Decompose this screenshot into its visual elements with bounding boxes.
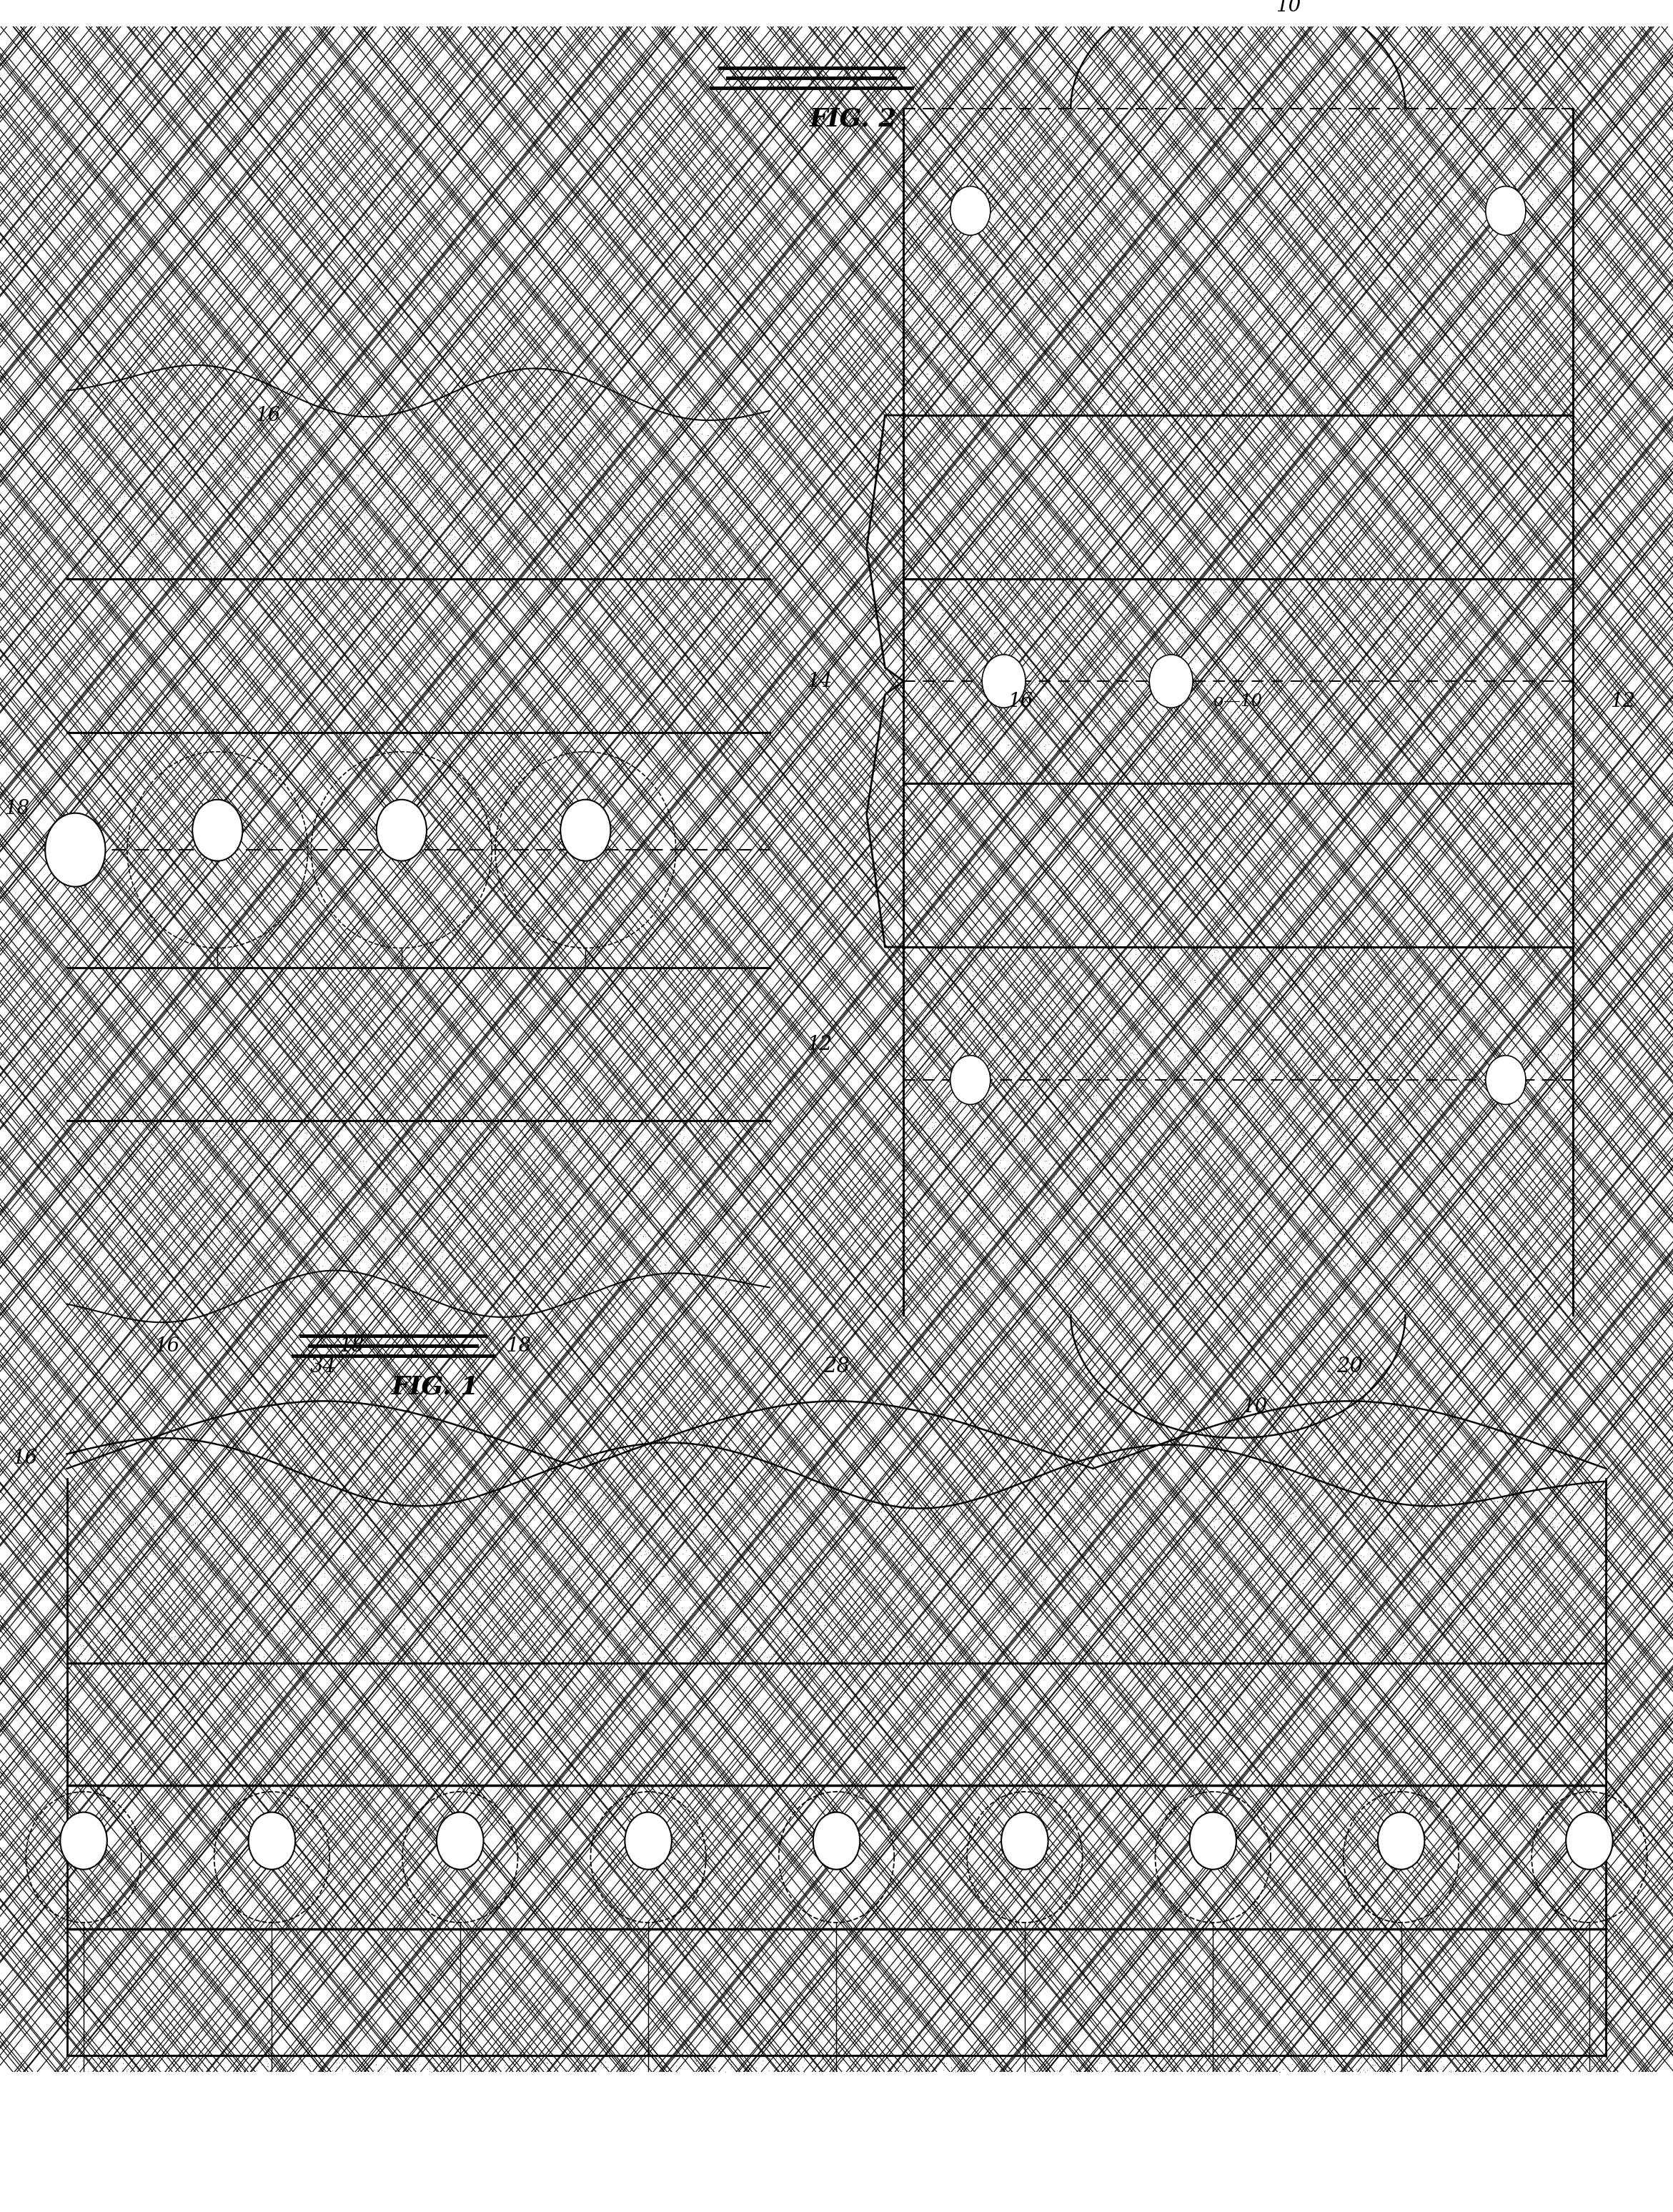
Circle shape — [1149, 655, 1193, 708]
Circle shape — [1190, 1812, 1236, 1869]
Text: o—10: o—10 — [1215, 692, 1261, 710]
Circle shape — [1566, 1812, 1613, 1869]
Text: 16: 16 — [1007, 692, 1034, 712]
Circle shape — [1486, 1055, 1526, 1104]
Circle shape — [1002, 1812, 1047, 1869]
Text: 18: 18 — [338, 1336, 365, 1356]
Text: 12: 12 — [1609, 692, 1636, 712]
Circle shape — [950, 1055, 990, 1104]
Text: 10: 10 — [1241, 1398, 1268, 1418]
Text: 18: 18 — [505, 1336, 532, 1356]
Text: 14: 14 — [806, 672, 833, 690]
Text: FIG. 2: FIG. 2 — [810, 106, 897, 131]
Text: 34: 34 — [310, 1356, 336, 1376]
Text: 28: 28 — [823, 1356, 850, 1376]
Text: 12: 12 — [806, 1035, 833, 1053]
Circle shape — [560, 799, 611, 860]
Circle shape — [982, 655, 1026, 708]
Circle shape — [626, 1812, 671, 1869]
Circle shape — [1377, 1812, 1425, 1869]
Circle shape — [813, 1812, 860, 1869]
Text: 10: 10 — [1275, 0, 1302, 15]
Circle shape — [248, 1812, 294, 1869]
Text: FIG. 1: FIG. 1 — [391, 1374, 478, 1398]
Text: 16: 16 — [154, 1336, 181, 1356]
Circle shape — [192, 799, 243, 860]
Circle shape — [45, 814, 105, 887]
Circle shape — [950, 186, 990, 234]
Circle shape — [60, 1812, 107, 1869]
Text: 18: 18 — [3, 799, 30, 818]
Text: 16: 16 — [254, 405, 281, 425]
Text: 20: 20 — [1337, 1356, 1363, 1376]
Text: 16: 16 — [12, 1449, 38, 1469]
Circle shape — [376, 799, 427, 860]
Circle shape — [1486, 186, 1526, 234]
Circle shape — [437, 1812, 483, 1869]
